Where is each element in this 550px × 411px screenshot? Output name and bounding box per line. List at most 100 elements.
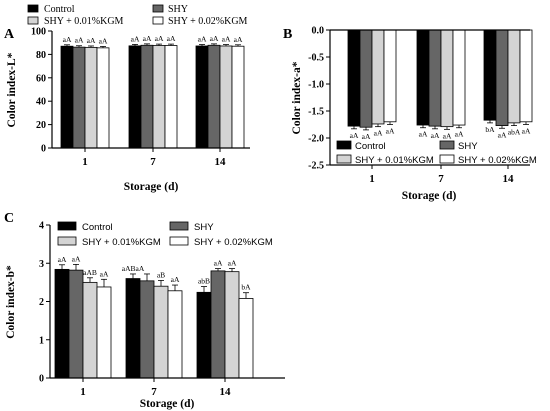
significance-label: aA bbox=[234, 35, 243, 44]
significance-label: aA bbox=[350, 131, 359, 140]
y-tick-label: 0 bbox=[39, 374, 44, 385]
bar bbox=[219, 45, 233, 149]
x-tick-label: 1 bbox=[82, 156, 88, 168]
y-tick-label: 1 bbox=[39, 335, 44, 346]
bar bbox=[54, 268, 70, 379]
y-tick-label: 100 bbox=[31, 27, 46, 38]
y-axis-title: Color index-b* bbox=[5, 265, 17, 339]
significance-label: abA bbox=[508, 128, 521, 137]
bar bbox=[68, 269, 84, 379]
x-tick-label: 7 bbox=[151, 386, 157, 398]
significance-label: aA bbox=[143, 34, 152, 43]
bar bbox=[140, 44, 154, 149]
legend-swatch bbox=[27, 4, 39, 13]
bar bbox=[238, 298, 254, 379]
significance-label: aA bbox=[155, 34, 164, 43]
legend-label: SHY + 0.01%KGM bbox=[44, 16, 124, 27]
significance-label: aA bbox=[419, 130, 428, 139]
y-tick-label: 4 bbox=[39, 221, 44, 232]
bar bbox=[164, 45, 178, 149]
significance-label: bA bbox=[485, 125, 495, 134]
significance-label: aA bbox=[522, 127, 531, 136]
legend-swatch bbox=[439, 140, 455, 150]
bar bbox=[72, 46, 86, 149]
legend-label: SHY + 0.01%KGM bbox=[82, 237, 161, 248]
significance-label: aA bbox=[131, 34, 140, 43]
x-tick-label: 7 bbox=[150, 156, 156, 168]
x-tick-label: 1 bbox=[369, 173, 375, 185]
legend-swatch bbox=[336, 140, 352, 150]
legend-swatch bbox=[27, 16, 39, 25]
legend-label: Control bbox=[44, 4, 75, 15]
bar bbox=[60, 45, 74, 149]
significance-label: aA bbox=[362, 132, 371, 141]
significance-label: aA bbox=[167, 34, 176, 43]
legend-swatch bbox=[152, 16, 164, 25]
y-tick-label: 80 bbox=[36, 50, 46, 61]
significance-label: aA bbox=[228, 259, 237, 268]
x-axis-title: Storage (d) bbox=[124, 181, 179, 193]
y-axis-title: Color index-a* bbox=[291, 61, 303, 134]
bar bbox=[383, 29, 397, 123]
x-tick-label: 7 bbox=[438, 173, 444, 185]
bar bbox=[359, 29, 373, 128]
significance-label: bA bbox=[241, 283, 251, 292]
bar bbox=[96, 47, 110, 149]
x-axis-title: Storage (d) bbox=[140, 398, 195, 410]
significance-label: aA bbox=[498, 130, 507, 139]
bar bbox=[483, 29, 497, 121]
bar bbox=[519, 29, 533, 123]
bar bbox=[428, 29, 442, 127]
bar bbox=[495, 29, 509, 126]
panel-label-b: B bbox=[283, 27, 292, 42]
legend-label: SHY bbox=[194, 222, 214, 233]
panel-label-c: C bbox=[4, 211, 14, 226]
significance-label: aA bbox=[75, 36, 84, 45]
y-tick-label: -2.5 bbox=[308, 161, 324, 172]
bar bbox=[84, 46, 98, 149]
bar bbox=[507, 29, 521, 124]
significance-label: aAB bbox=[83, 268, 97, 277]
significance-label: aA bbox=[431, 131, 440, 140]
significance-label: aA bbox=[374, 129, 383, 138]
bar bbox=[152, 45, 166, 149]
significance-label: aA bbox=[214, 259, 223, 268]
legend-swatch bbox=[152, 4, 164, 13]
bar bbox=[231, 45, 245, 149]
significance-label: aA bbox=[198, 35, 207, 44]
significance-label: aA bbox=[222, 35, 231, 44]
y-axis-title: Color index-L* bbox=[6, 52, 18, 127]
legend-label: SHY + 0.02%KGM bbox=[168, 16, 248, 27]
significance-label: abB bbox=[198, 277, 210, 286]
significance-label: aA bbox=[386, 127, 395, 136]
bar bbox=[139, 280, 155, 379]
x-tick-label: 14 bbox=[503, 173, 515, 185]
significance-label: aA bbox=[100, 269, 109, 278]
bar bbox=[452, 29, 466, 126]
x-tick-label: 14 bbox=[215, 156, 227, 168]
panel-label-a: A bbox=[4, 27, 15, 42]
bar bbox=[96, 286, 112, 379]
significance-label: aA bbox=[58, 255, 67, 264]
x-tick-label: 14 bbox=[220, 386, 232, 398]
legend-label: SHY bbox=[458, 141, 478, 152]
legend-swatch bbox=[57, 221, 77, 231]
significance-label: aA bbox=[87, 36, 96, 45]
y-tick-label: 0.0 bbox=[312, 26, 325, 37]
legend-label: SHY bbox=[168, 4, 188, 15]
significance-label: aA bbox=[455, 130, 464, 139]
significance-label: aA bbox=[171, 275, 180, 284]
y-tick-label: 3 bbox=[39, 259, 44, 270]
bar bbox=[128, 45, 142, 149]
bar bbox=[196, 291, 212, 379]
significance-label: aA bbox=[63, 35, 72, 44]
y-tick-label: -0.5 bbox=[308, 53, 324, 64]
bar bbox=[347, 29, 361, 127]
significance-label: aA bbox=[443, 131, 452, 140]
y-tick-label: 2 bbox=[39, 297, 44, 308]
y-tick-label: 60 bbox=[36, 73, 46, 84]
y-tick-label: 20 bbox=[36, 120, 46, 131]
